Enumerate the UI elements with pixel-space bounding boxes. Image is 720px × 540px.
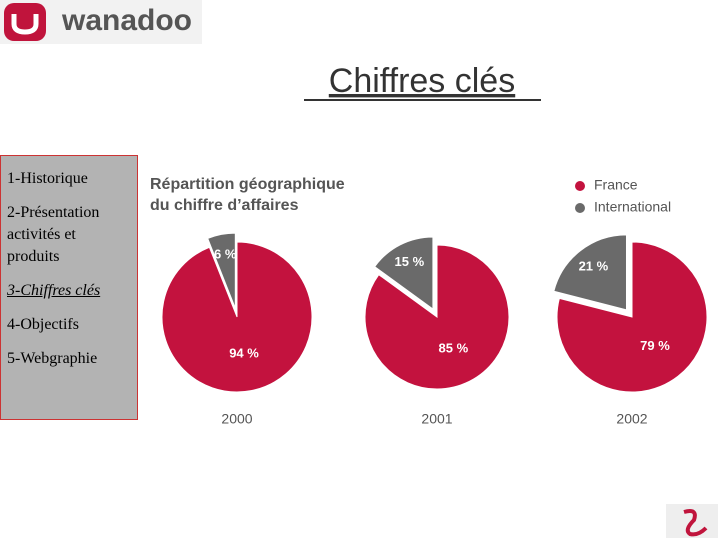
pie-slice (556, 241, 708, 393)
figure-title: du chiffre d’affaires (150, 197, 299, 214)
slide-title: Chiffres clés (329, 62, 515, 100)
pie-slice (553, 234, 627, 311)
pie-slice (373, 236, 434, 310)
plot: France International 94 % 6 % 2000 85 % 15 % 20… (161, 177, 708, 427)
value-label: 79 % (640, 338, 670, 353)
menu-item[interactable]: 1-Historique (7, 170, 88, 187)
logo-text: wanadoo (61, 4, 192, 37)
value-label: 94 % (229, 345, 259, 360)
pie-slice (161, 241, 313, 393)
value-label: 15 % (395, 254, 425, 269)
legend-swatch (575, 203, 585, 213)
pie-label: 2000 (221, 411, 252, 427)
logo-icon (4, 3, 46, 41)
pie-label: 2002 (616, 411, 647, 427)
pie-slice (364, 244, 510, 390)
value-label: 85 % (439, 341, 469, 356)
menu-item[interactable]: 2-Présentation activités et produits (7, 204, 100, 265)
menu-item[interactable]: 4-Objectifs (7, 316, 79, 333)
footer-logo-mark (683, 509, 708, 537)
menu: 1-Historique 2-Présentation activités et … (0, 155, 138, 420)
pie-label: 2001 (421, 411, 452, 427)
value-label: 21 % (579, 259, 609, 274)
legend-swatch (575, 181, 585, 191)
logo-mark (11, 14, 39, 35)
legend-label: France (594, 177, 638, 193)
pie-slice (207, 232, 236, 309)
legend-label: International (594, 199, 671, 215)
menu-item[interactable]: 3-Chiffres clés (7, 282, 101, 299)
menu-item[interactable]: 5-Webgraphie (7, 350, 98, 367)
figure-title: Répartition géographique (150, 176, 345, 193)
value-label: 6 % (214, 247, 237, 262)
